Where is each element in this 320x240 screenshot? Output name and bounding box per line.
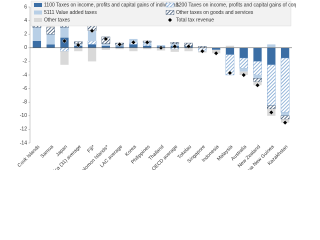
y-tick-label: -4 [23,72,28,78]
y-tick-label: -10 [20,113,27,119]
bar-segment [101,45,110,48]
bar-segment [46,44,55,48]
y-tick-label: 2 [24,32,27,38]
bar-segment [253,78,262,82]
bar-segment [267,44,276,48]
bar-segment [115,47,124,50]
y-tick-label: -6 [23,86,28,92]
total-marker [172,43,178,49]
bar-segment [225,47,235,55]
bar-segment [267,47,276,65]
bar-segment [129,47,138,52]
bar-segment [280,57,290,113]
total-marker [144,39,150,45]
bar-segment [46,27,55,35]
y-tick-label: -8 [23,100,28,106]
legend-label: Other taxes [44,17,70,23]
y-tick-label: 0 [24,45,27,51]
bar-segment [170,49,179,52]
y-tick-label: -2 [23,59,28,65]
page: {"chart_data": {"type": "stacked_bar", "… [16,0,313,180]
bar-segment [239,57,249,69]
bar-segment [101,47,110,50]
bar-segment [170,42,180,44]
x-tick-label: Fiji* [86,144,96,154]
total-marker [61,38,67,44]
total-marker [199,48,205,54]
bar-segment [253,61,262,76]
bar-segment [87,30,97,41]
bar-segment [239,47,248,58]
bar-segment [60,27,69,38]
legend-swatch [165,10,175,15]
y-tick-label: -14 [20,140,27,146]
y-tick-label: 6 [24,4,27,10]
legend-swatch [34,10,42,15]
total-marker [255,82,261,88]
bar-segment [143,47,152,50]
bar-segment [46,34,55,45]
legend-label: 1200 Taxes on income, profits and capita… [176,2,296,8]
legend-box [30,0,292,27]
total-marker [75,42,81,48]
total-marker [241,72,247,78]
total-marker [227,70,233,76]
bar-segment [60,51,69,65]
bar-segment [87,40,97,45]
bar-segment [32,41,42,48]
bar-segment [143,45,152,48]
bar-segment [253,47,262,62]
total-marker [186,43,192,49]
legend-label: Total tax revenue [176,17,214,23]
bar-segment [101,43,110,46]
legend-marker [168,18,172,22]
legend-label: 1100 Taxes on income, profits and capita… [44,2,180,8]
total-marker [213,50,219,56]
bar-segment [87,44,97,48]
y-tick-label: -12 [20,127,27,133]
legend-swatch [165,2,175,8]
total-marker [117,41,123,47]
bar-segment [239,68,248,72]
total-marker [282,120,288,126]
bar-segment [267,105,276,110]
bar-segment [253,75,262,79]
total-marker [268,109,274,115]
bar-segment [32,27,42,41]
total-marker [103,36,109,42]
legend-label: Other taxes on goods and services [176,10,254,16]
bar-segment [280,115,290,120]
legend-swatch [34,18,42,22]
bar-segment [280,47,290,58]
total-marker [89,28,95,34]
bar-segment [225,45,235,48]
bar-segment [129,44,138,48]
total-marker [130,39,136,45]
bar-segment [87,47,97,62]
bar-segment [267,64,276,106]
bar-segment [212,47,221,50]
legend-label: 5111 Value added taxes [44,10,97,16]
bar-segment [184,47,193,52]
bar-segment [74,47,83,52]
bar-segment [115,46,124,48]
bar-segment [60,47,69,52]
legend-swatch [34,3,42,7]
y-tick-label: 4 [24,18,27,24]
bar-segment [280,112,290,116]
